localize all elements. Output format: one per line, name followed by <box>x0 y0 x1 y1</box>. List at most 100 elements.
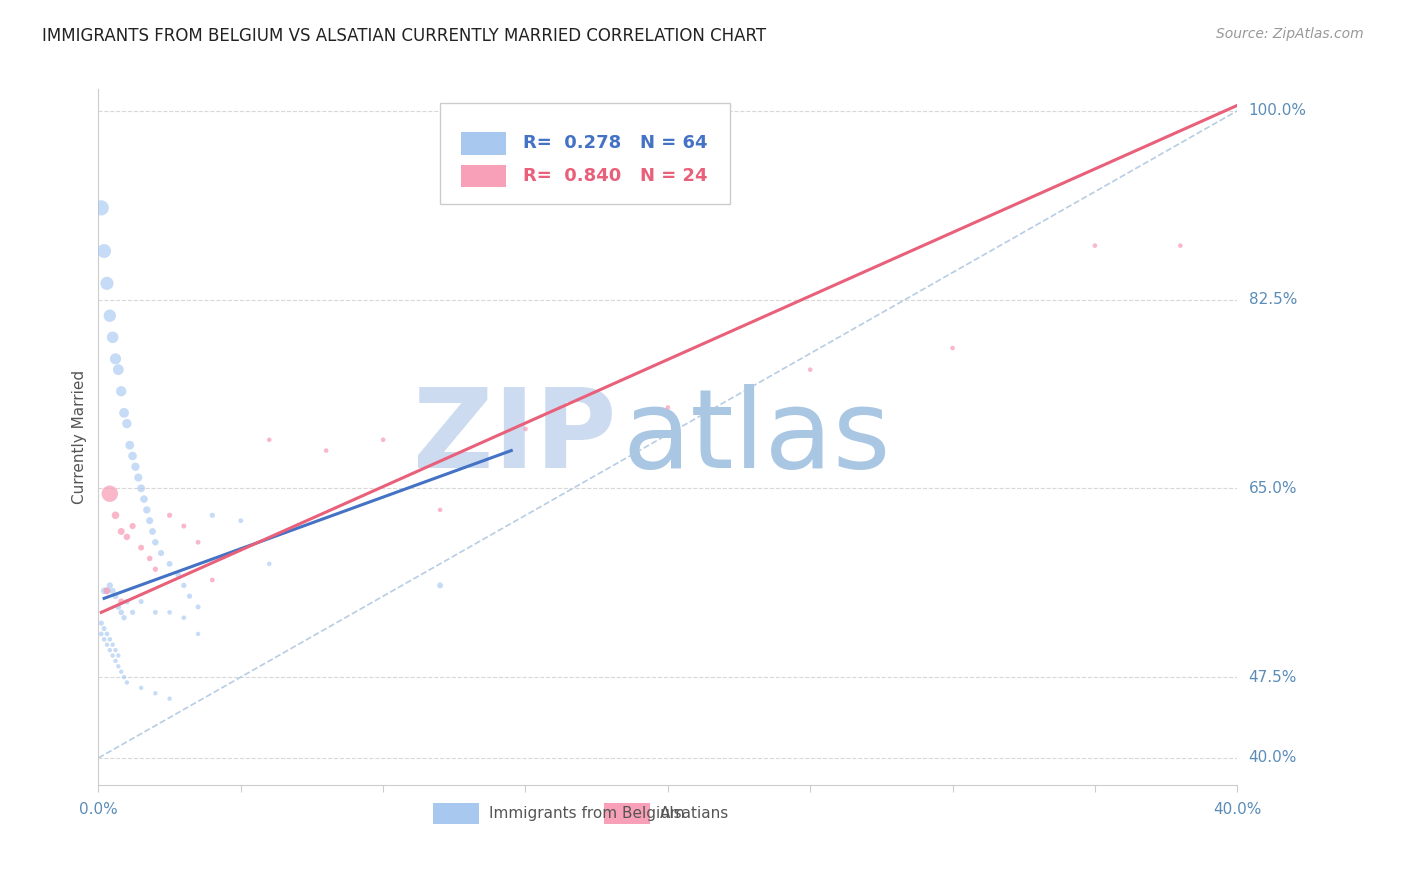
Point <box>129 541 152 555</box>
Point <box>201 508 224 523</box>
Point <box>104 351 127 366</box>
Text: Alsatians: Alsatians <box>659 806 730 821</box>
Point <box>942 341 965 355</box>
Text: 100.0%: 100.0% <box>1249 103 1306 119</box>
Point <box>132 492 155 507</box>
Point <box>98 578 121 592</box>
FancyBboxPatch shape <box>461 165 506 187</box>
FancyBboxPatch shape <box>440 103 731 204</box>
Point <box>129 681 152 695</box>
Point <box>187 627 209 641</box>
Point <box>110 606 132 620</box>
Point <box>101 648 124 663</box>
Point <box>187 535 209 549</box>
Point <box>515 422 537 436</box>
Text: R=  0.278   N = 64: R= 0.278 N = 64 <box>523 135 707 153</box>
Text: 65.0%: 65.0% <box>1249 481 1298 496</box>
Point <box>96 583 118 598</box>
Point <box>118 438 141 452</box>
Point <box>98 643 121 657</box>
Point <box>138 551 160 566</box>
Point <box>96 638 118 652</box>
Point <box>141 524 163 539</box>
Point <box>150 546 173 560</box>
Text: atlas: atlas <box>623 384 891 491</box>
Point <box>90 627 112 641</box>
Point <box>121 449 143 463</box>
Point <box>429 503 451 517</box>
Point <box>110 524 132 539</box>
Point <box>90 201 112 215</box>
Point <box>112 670 135 684</box>
Point <box>138 514 160 528</box>
Point <box>104 654 127 668</box>
Point <box>124 459 146 474</box>
Point <box>107 599 129 614</box>
Point <box>159 691 181 706</box>
Point <box>159 508 181 523</box>
Point <box>173 519 195 533</box>
Point <box>98 486 121 500</box>
Point <box>127 470 149 484</box>
Text: 47.5%: 47.5% <box>1249 670 1298 684</box>
Point <box>96 627 118 641</box>
Point <box>1170 238 1192 252</box>
Point <box>201 573 224 587</box>
Point <box>107 362 129 376</box>
Point <box>101 330 124 344</box>
Text: Immigrants from Belgium: Immigrants from Belgium <box>489 806 685 821</box>
Point <box>93 632 115 647</box>
Point <box>110 384 132 399</box>
Point <box>90 616 112 631</box>
Point <box>110 665 132 679</box>
Text: 40.0%: 40.0% <box>1213 803 1261 817</box>
Point <box>259 557 281 571</box>
Point <box>115 530 138 544</box>
Point <box>104 643 127 657</box>
Point <box>104 508 127 523</box>
Point <box>101 638 124 652</box>
Point <box>93 583 115 598</box>
Point <box>115 417 138 431</box>
Text: IMMIGRANTS FROM BELGIUM VS ALSATIAN CURRENTLY MARRIED CORRELATION CHART: IMMIGRANTS FROM BELGIUM VS ALSATIAN CURR… <box>42 27 766 45</box>
Point <box>115 594 138 608</box>
Point <box>159 606 181 620</box>
Point <box>96 277 118 291</box>
Point <box>187 599 209 614</box>
Text: 82.5%: 82.5% <box>1249 292 1298 307</box>
Point <box>315 443 337 458</box>
Point <box>145 562 167 576</box>
Point <box>145 686 167 700</box>
Point <box>1084 238 1107 252</box>
Point <box>129 594 152 608</box>
Point <box>104 589 127 603</box>
FancyBboxPatch shape <box>433 803 479 824</box>
Text: 0.0%: 0.0% <box>79 803 118 817</box>
Point <box>98 632 121 647</box>
FancyBboxPatch shape <box>605 803 650 824</box>
Point <box>96 583 118 598</box>
Point <box>98 309 121 323</box>
Point <box>259 433 281 447</box>
Point <box>135 503 157 517</box>
Point <box>121 606 143 620</box>
Point <box>121 519 143 533</box>
Text: R=  0.840   N = 24: R= 0.840 N = 24 <box>523 167 707 186</box>
Point <box>107 659 129 673</box>
Point <box>110 594 132 608</box>
Point <box>373 433 395 447</box>
Point <box>129 481 152 495</box>
Point <box>179 589 201 603</box>
Point <box>657 401 679 415</box>
Point <box>145 606 167 620</box>
Point <box>173 578 195 592</box>
Text: Source: ZipAtlas.com: Source: ZipAtlas.com <box>1216 27 1364 41</box>
Y-axis label: Currently Married: Currently Married <box>72 370 87 504</box>
FancyBboxPatch shape <box>461 132 506 154</box>
Point <box>229 514 252 528</box>
Point <box>112 406 135 420</box>
Point <box>429 578 451 592</box>
Point <box>101 583 124 598</box>
Point <box>173 611 195 625</box>
Point <box>93 622 115 636</box>
